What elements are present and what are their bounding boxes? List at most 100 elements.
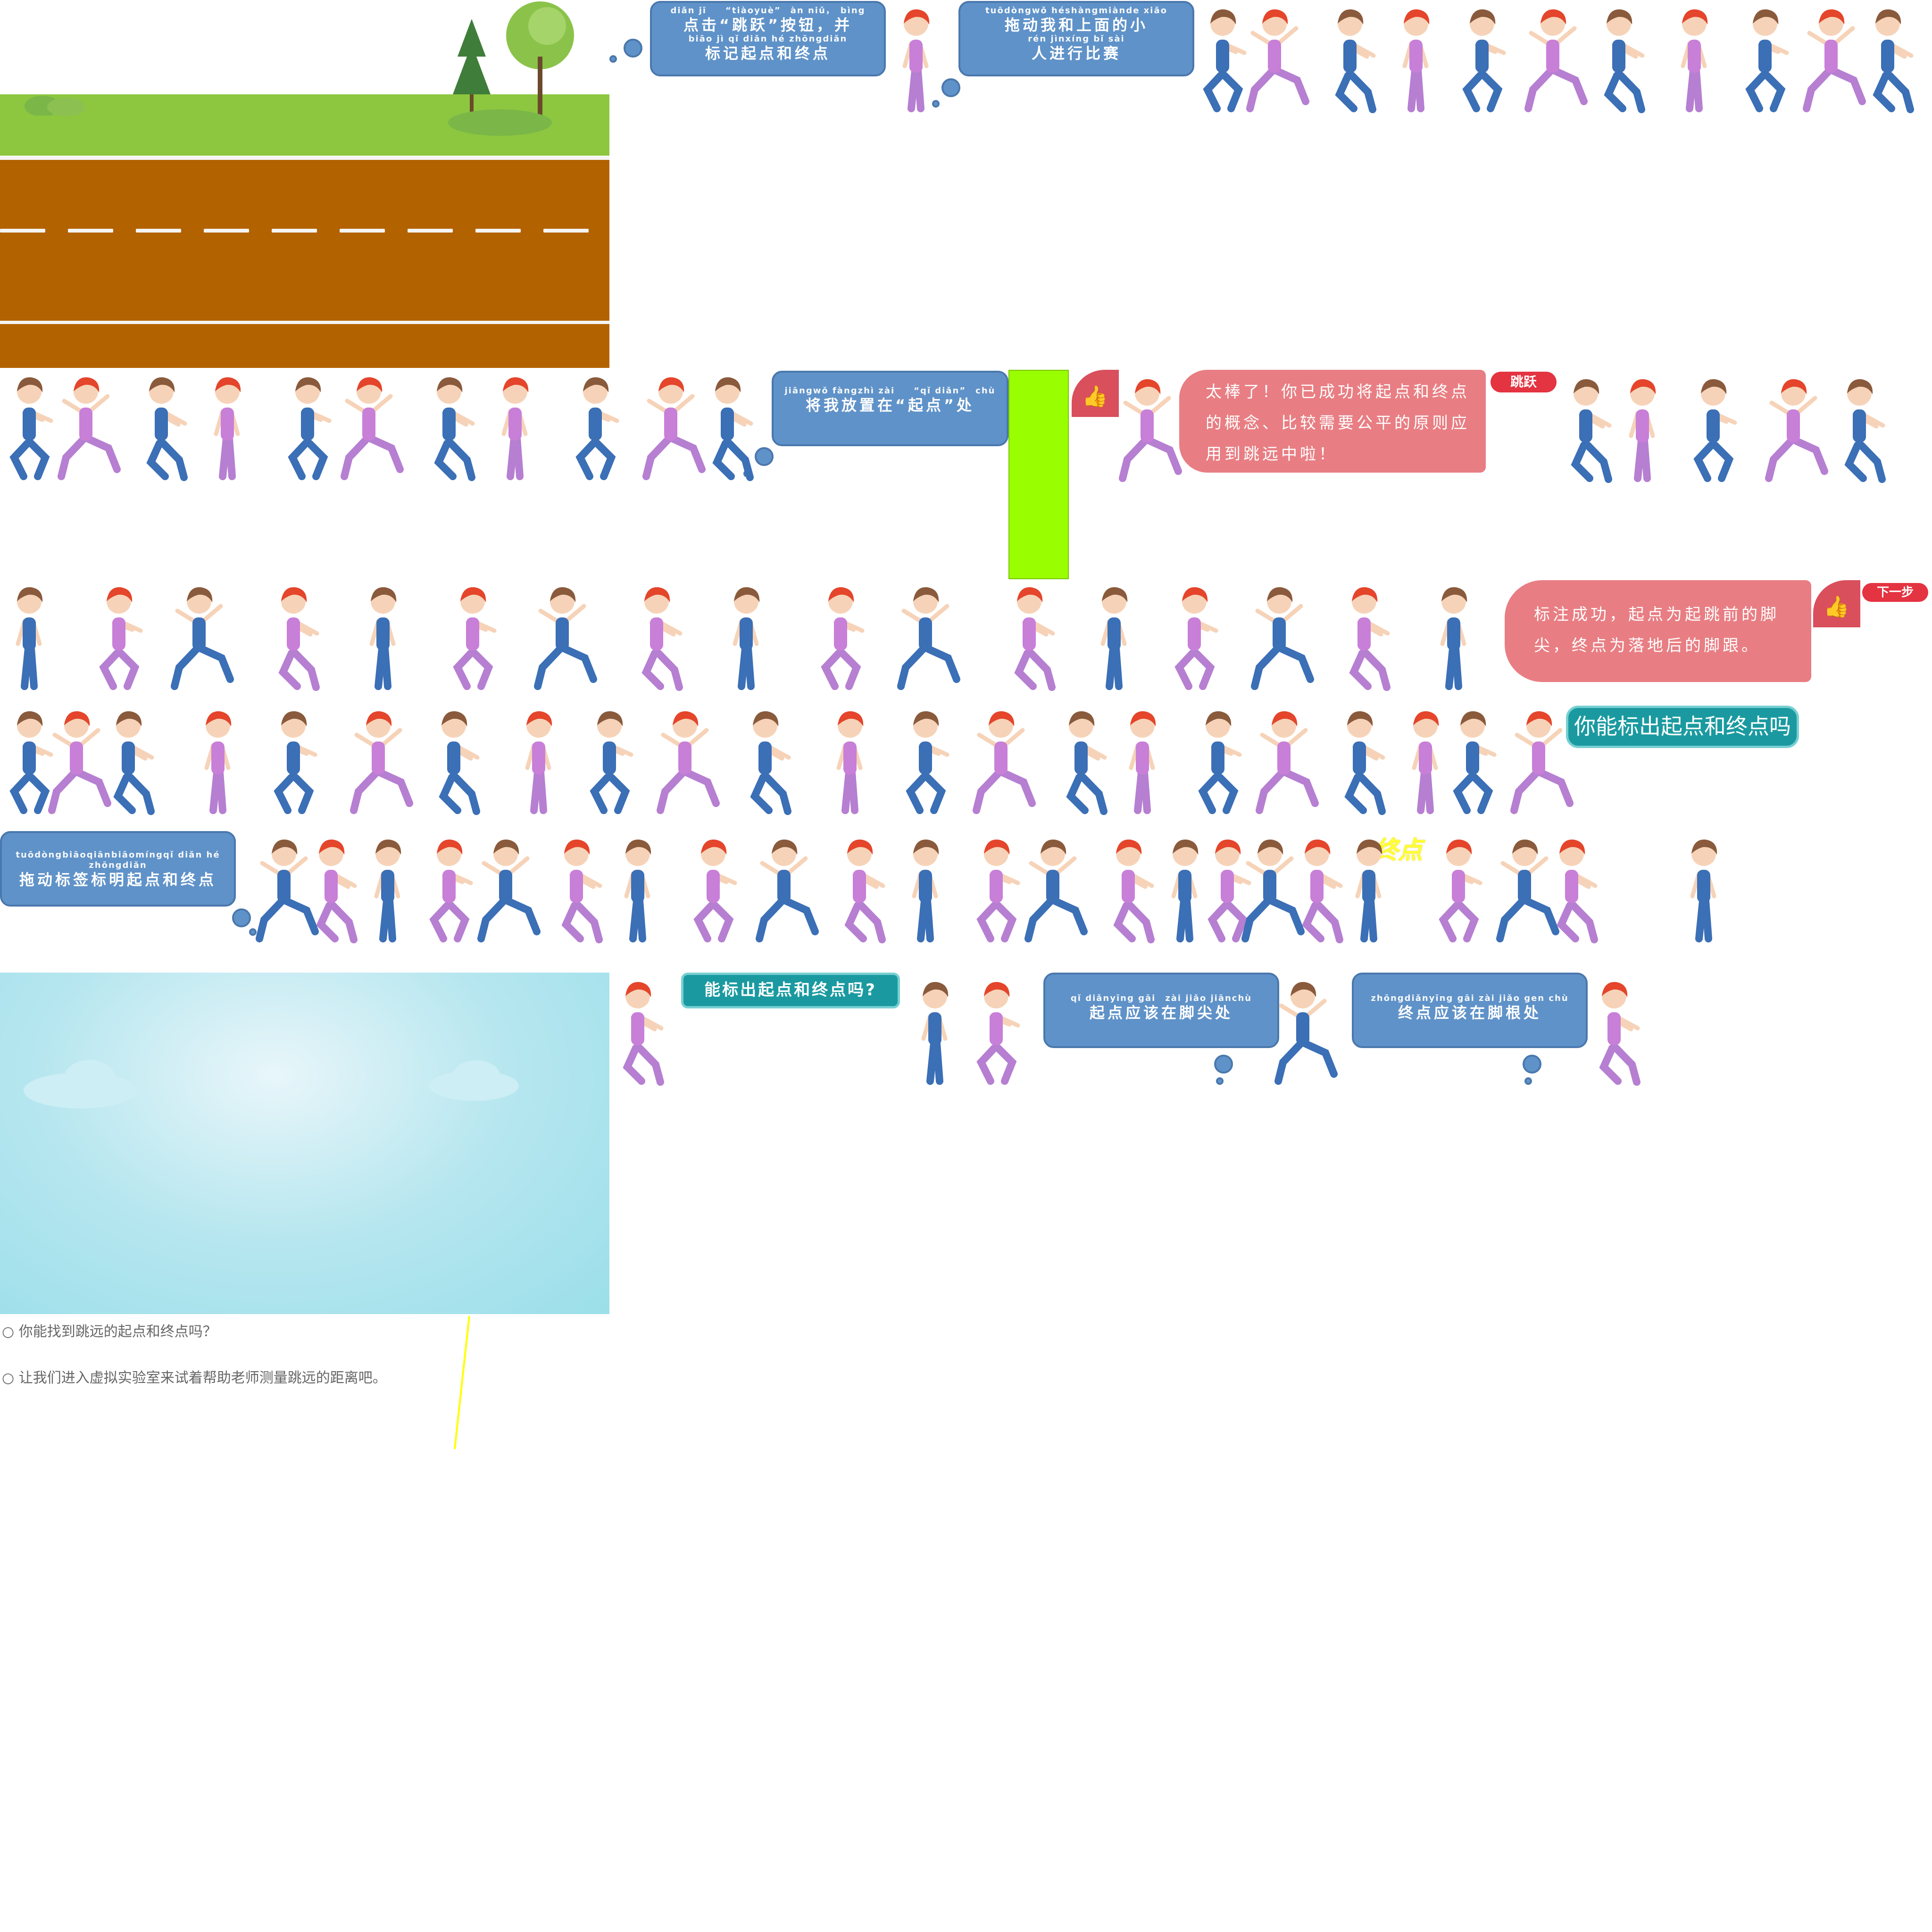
jumper-brown-hair[interactable] [1330, 702, 1387, 824]
jumper-red-hair[interactable] [1113, 702, 1170, 824]
jumper-red-hair[interactable] [264, 578, 321, 700]
can-you-mark-small-box[interactable]: 能标出起点和终点吗? [681, 973, 900, 1008]
jumper-red-hair[interactable] [1335, 578, 1391, 700]
jumper-brown-hair[interactable] [1085, 578, 1141, 700]
jumper-red-hair[interactable] [57, 368, 121, 491]
jumper-red-hair[interactable] [1245, 0, 1309, 123]
jumper-brown-hair[interactable] [0, 702, 57, 824]
jumper-red-hair[interactable] [1118, 370, 1182, 492]
jumper-red-hair[interactable] [1764, 370, 1828, 492]
jumper-brown-hair[interactable] [1736, 0, 1792, 123]
jumper-brown-hair[interactable] [1557, 370, 1613, 492]
jumper-brown-hair[interactable] [1274, 973, 1338, 1095]
jumper-brown-hair[interactable] [255, 830, 319, 953]
jumper-red-hair[interactable] [443, 578, 500, 700]
jumper-red-hair[interactable] [547, 830, 604, 953]
jumper-brown-hair[interactable] [1424, 578, 1481, 700]
jumper-brown-hair[interactable] [264, 702, 321, 824]
jumper-brown-hair[interactable] [1674, 830, 1731, 953]
start-marker[interactable] [1008, 370, 1069, 579]
jumper-red-hair[interactable] [90, 578, 146, 700]
jumper-red-hair[interactable] [420, 830, 476, 953]
jumper-brown-hair[interactable] [354, 578, 410, 700]
jumper-red-hair[interactable] [486, 368, 542, 491]
jumper-red-hair[interactable] [189, 702, 245, 824]
jumper-brown-hair[interactable] [755, 830, 819, 953]
jumper-red-hair[interactable] [887, 0, 943, 123]
jumper-red-hair[interactable] [302, 830, 358, 953]
jumper-brown-hair[interactable] [1453, 0, 1509, 123]
jumper-red-hair[interactable] [1099, 830, 1156, 953]
jumper-brown-hair[interactable] [566, 368, 623, 491]
jumper-brown-hair[interactable] [420, 368, 476, 491]
jumper-brown-hair[interactable] [1830, 370, 1887, 492]
jumper-brown-hair[interactable] [906, 973, 962, 1095]
jumper-red-hair[interactable] [608, 973, 665, 1095]
jump-button[interactable]: 跳跃 [1491, 372, 1557, 392]
jumper-brown-hair[interactable] [896, 830, 953, 953]
jumper-brown-hair[interactable] [1156, 830, 1212, 953]
jumper-brown-hair[interactable] [1321, 0, 1377, 123]
jumper-red-hair[interactable] [1198, 830, 1255, 953]
jumper-brown-hair[interactable] [736, 702, 792, 824]
jumper-red-hair[interactable] [1665, 0, 1722, 123]
jumper-brown-hair[interactable] [358, 830, 415, 953]
jumper-red-hair[interactable] [641, 368, 706, 491]
jumper-red-hair[interactable] [198, 368, 255, 491]
jumper-red-hair[interactable] [1000, 578, 1057, 700]
jumper-brown-hair[interactable] [132, 368, 189, 491]
jumper-red-hair[interactable] [830, 830, 887, 953]
jumper-brown-hair[interactable] [476, 830, 541, 953]
jumper-brown-hair[interactable] [1443, 702, 1500, 824]
jumper-red-hair[interactable] [684, 830, 741, 953]
jumper-brown-hair[interactable] [1193, 0, 1250, 123]
jumper-red-hair[interactable] [811, 578, 868, 700]
jumper-red-hair[interactable] [340, 368, 404, 491]
jumper-brown-hair[interactable] [1590, 0, 1646, 123]
jumper-brown-hair[interactable] [1052, 702, 1108, 824]
jumper-brown-hair[interactable] [0, 578, 57, 700]
jumper-red-hair[interactable] [821, 702, 877, 824]
jumper-brown-hair[interactable] [170, 578, 234, 700]
jumper-brown-hair[interactable] [1250, 578, 1314, 700]
jumper-brown-hair[interactable] [1684, 370, 1740, 492]
next-step-button[interactable]: 下一步 [1862, 583, 1928, 602]
jumper-brown-hair[interactable] [1858, 0, 1915, 123]
jumper-brown-hair[interactable] [1340, 830, 1396, 953]
jumper-red-hair[interactable] [349, 702, 413, 824]
jumper-brown-hair[interactable] [608, 830, 665, 953]
jumper-brown-hair[interactable] [717, 578, 774, 700]
jumper-red-hair[interactable] [1585, 973, 1641, 1095]
can-you-mark-box[interactable]: 你能标出起点和终点吗 [1566, 706, 1799, 748]
jumper-red-hair[interactable] [1429, 830, 1486, 953]
jumper-brown-hair[interactable] [1241, 830, 1305, 953]
jumper-red-hair[interactable] [1509, 702, 1574, 824]
jumper-brown-hair[interactable] [533, 578, 597, 700]
jumper-red-hair[interactable] [656, 702, 720, 824]
jumper-red-hair[interactable] [967, 973, 1024, 1095]
jumper-red-hair[interactable] [967, 830, 1024, 953]
jumper-brown-hair[interactable] [1495, 830, 1559, 953]
jumper-red-hair[interactable] [1387, 0, 1443, 123]
jumper-brown-hair[interactable] [1024, 830, 1088, 953]
jumper-red-hair[interactable] [627, 578, 684, 700]
jumper-brown-hair[interactable] [580, 702, 637, 824]
jumper-brown-hair[interactable] [278, 368, 335, 491]
jumper-brown-hair[interactable] [896, 702, 953, 824]
jumper-brown-hair[interactable] [425, 702, 481, 824]
jumper-red-hair[interactable] [1542, 830, 1599, 953]
jumper-red-hair[interactable] [1396, 702, 1453, 824]
jumper-red-hair[interactable] [972, 702, 1036, 824]
jumper-red-hair[interactable] [1255, 702, 1319, 824]
jumper-brown-hair[interactable] [0, 368, 57, 491]
jumper-red-hair[interactable] [1288, 830, 1344, 953]
jumper-red-hair[interactable] [1613, 370, 1670, 492]
jumper-red-hair[interactable] [1802, 0, 1866, 123]
jumper-red-hair[interactable] [47, 702, 111, 824]
jumper-brown-hair[interactable] [896, 578, 960, 700]
jumper-red-hair[interactable] [1165, 578, 1222, 700]
jumper-brown-hair[interactable] [698, 368, 755, 491]
jumper-red-hair[interactable] [1524, 0, 1588, 123]
jumper-red-hair[interactable] [509, 702, 566, 824]
jumper-brown-hair[interactable] [1189, 702, 1245, 824]
